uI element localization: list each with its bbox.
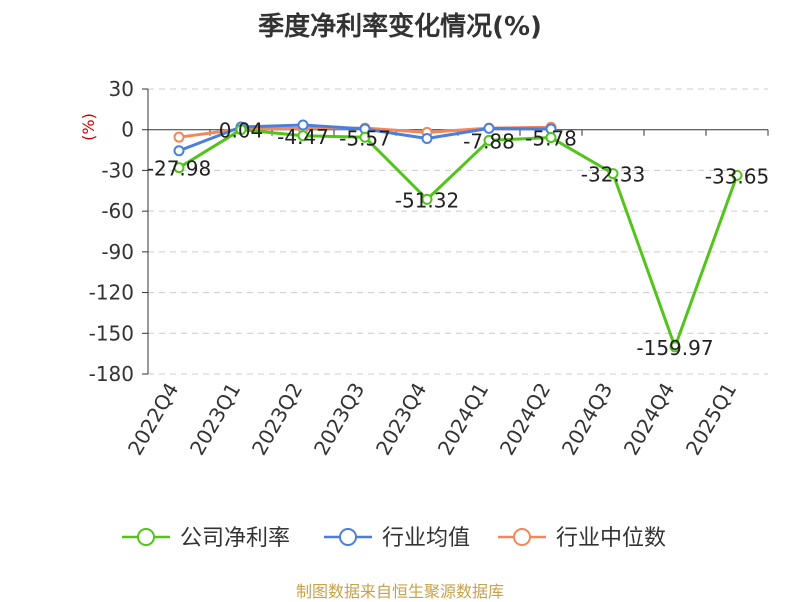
data-point (297, 119, 309, 131)
y-tick-label: 30 (109, 77, 134, 101)
y-tick-label: -60 (101, 199, 134, 223)
data-label: -51.32 (395, 188, 459, 212)
data-point (173, 162, 185, 174)
data-label: -33.65 (705, 164, 769, 188)
legend-label: 行业中位数 (556, 526, 666, 551)
y-tick-label: -30 (101, 158, 134, 182)
chart-title: 季度净利率变化情况(%) (258, 12, 542, 42)
data-label: -5.78 (525, 127, 577, 151)
series-line (178, 128, 739, 349)
data-point (235, 124, 247, 136)
x-tick-label: 2024Q1 (433, 379, 493, 460)
data-label: -4.47 (277, 125, 329, 149)
series-lines (173, 119, 743, 353)
x-tick-label: 2023Q1 (185, 379, 245, 460)
data-label: -5.57 (339, 126, 391, 150)
legend-marker (137, 528, 155, 546)
data-label: -32.33 (581, 163, 645, 187)
legend-label: 行业均值 (382, 526, 470, 551)
y-tick-label: -90 (101, 240, 134, 264)
data-point (173, 131, 185, 143)
data-labels: -27.98 0.04 -4.47 -5.57 -51.32 -7.88 -5.78-32.… (147, 119, 769, 360)
x-tick-label: 2024Q3 (557, 379, 617, 460)
data-label: -7.88 (463, 129, 515, 153)
x-tick-label: 2024Q4 (619, 379, 679, 460)
y-tick-label: 0 (121, 118, 134, 142)
data-point (173, 145, 185, 157)
data-label: -27.98 (147, 157, 211, 181)
legend-label: 公司净利率 (180, 526, 290, 551)
source-note: 制图数据来自恒生聚源数据库 (295, 582, 504, 601)
data-point (483, 122, 495, 134)
data-point (359, 131, 371, 143)
data-label: -159.97 (636, 336, 713, 360)
data-point (731, 169, 743, 181)
x-tick-label: 2025Q1 (681, 379, 741, 460)
data-point (483, 134, 495, 146)
x-tick-label: 2024Q2 (495, 379, 555, 460)
y-tick-label: -180 (89, 362, 134, 386)
x-tick-label: 2022Q4 (123, 379, 183, 460)
x-tick-label: 2023Q2 (247, 379, 307, 460)
data-point (297, 130, 309, 142)
legend: 公司净利率 行业均值 行业中位数 (122, 526, 666, 551)
data-point (421, 193, 433, 205)
y-tick-label: -120 (89, 281, 134, 305)
data-point (545, 132, 557, 144)
x-tick-label: 2023Q3 (309, 379, 369, 460)
legend-marker (513, 528, 531, 546)
data-point (669, 341, 681, 353)
data-point (607, 168, 619, 180)
y-tick-label: -150 (89, 321, 134, 345)
legend-marker (339, 528, 357, 546)
data-point (421, 133, 433, 145)
data-label: 0.04 (219, 119, 264, 143)
x-tick-label: 2023Q4 (371, 379, 431, 460)
y-axis-unit: (%) (79, 113, 98, 141)
